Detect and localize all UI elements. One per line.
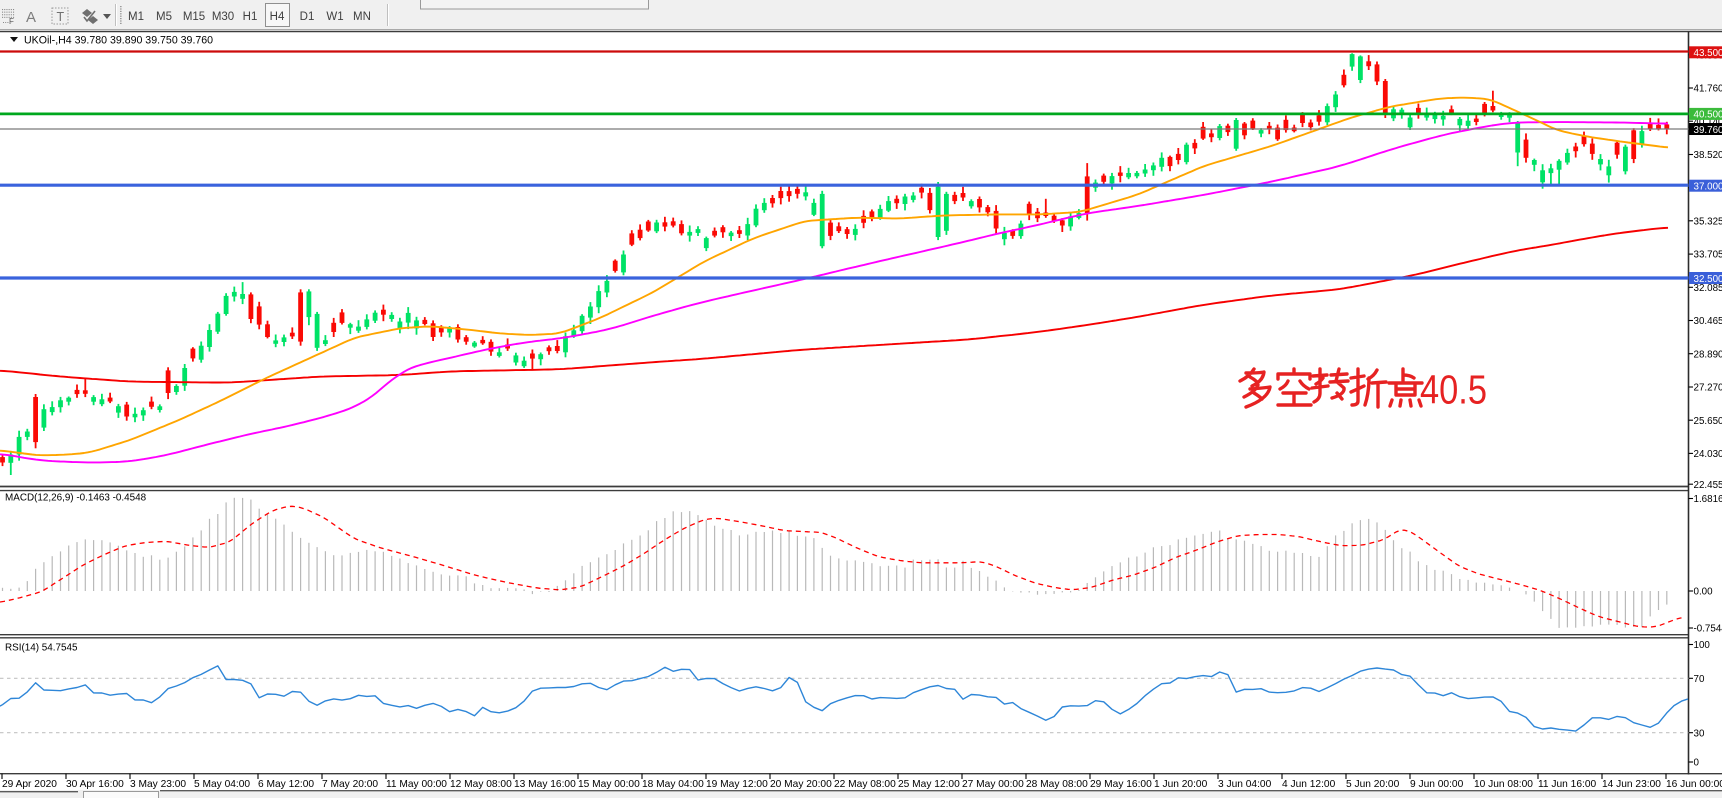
svg-text:19 May 12:00: 19 May 12:00 — [706, 779, 768, 790]
svg-text:30: 30 — [1694, 728, 1705, 739]
svg-text:25 May 12:00: 25 May 12:00 — [898, 779, 960, 790]
svg-text:M30: M30 — [212, 11, 234, 23]
svg-text:30 Apr 16:00: 30 Apr 16:00 — [66, 779, 124, 790]
svg-text:27 May 00:00: 27 May 00:00 — [962, 779, 1024, 790]
svg-text:100: 100 — [1694, 640, 1711, 651]
svg-text:M5: M5 — [156, 11, 172, 23]
svg-text:29 May 16:00: 29 May 16:00 — [1090, 779, 1152, 790]
svg-text:24.030: 24.030 — [1694, 449, 1722, 460]
svg-text:41.760: 41.760 — [1694, 84, 1722, 95]
svg-text:20 May 20:00: 20 May 20:00 — [770, 779, 832, 790]
svg-text:RSI(14) 54.7545: RSI(14) 54.7545 — [5, 643, 78, 654]
svg-text:W1: W1 — [326, 11, 343, 23]
svg-text:14 Jun 23:00: 14 Jun 23:00 — [1602, 779, 1661, 790]
svg-text:M1: M1 — [128, 11, 144, 23]
svg-text:12 May 08:00: 12 May 08:00 — [450, 779, 512, 790]
svg-text:70: 70 — [1694, 674, 1705, 685]
svg-text:6 May 12:00: 6 May 12:00 — [258, 779, 314, 790]
svg-text:28 May 08:00: 28 May 08:00 — [1026, 779, 1088, 790]
svg-text:1.6816: 1.6816 — [1694, 494, 1722, 505]
svg-text:1 Jun 20:00: 1 Jun 20:00 — [1154, 779, 1208, 790]
svg-text:32.085: 32.085 — [1694, 283, 1722, 294]
svg-text:H4: H4 — [270, 11, 285, 23]
svg-text:22.455: 22.455 — [1694, 480, 1722, 491]
svg-text:5 May 04:00: 5 May 04:00 — [194, 779, 250, 790]
svg-text:22 May 08:00: 22 May 08:00 — [834, 779, 896, 790]
svg-text:39.760: 39.760 — [1694, 125, 1722, 136]
svg-text:H1: H1 — [243, 11, 258, 23]
svg-text:16 Jun 00:00: 16 Jun 00:00 — [1666, 779, 1722, 790]
svg-text:9 Jun 00:00: 9 Jun 00:00 — [1410, 779, 1464, 790]
svg-text:18 May 04:00: 18 May 04:00 — [642, 779, 704, 790]
svg-text:13 May 16:00: 13 May 16:00 — [514, 779, 576, 790]
svg-text:7 May 20:00: 7 May 20:00 — [322, 779, 378, 790]
svg-text:-0.7544: -0.7544 — [1694, 624, 1722, 635]
svg-text:15 May 00:00: 15 May 00:00 — [578, 779, 640, 790]
svg-text:40.140: 40.140 — [1694, 117, 1722, 128]
svg-text:10 Jun 08:00: 10 Jun 08:00 — [1474, 779, 1533, 790]
svg-text:3 May 23:00: 3 May 23:00 — [130, 779, 186, 790]
svg-text:11 Jun 16:00: 11 Jun 16:00 — [1538, 779, 1596, 790]
svg-text:28.890: 28.890 — [1694, 349, 1722, 360]
svg-text:38.520: 38.520 — [1694, 150, 1722, 161]
svg-text:43.500: 43.500 — [1694, 48, 1722, 59]
svg-text:A: A — [26, 9, 36, 26]
svg-text:0.00: 0.00 — [1694, 587, 1714, 598]
svg-text:T: T — [57, 10, 65, 24]
svg-text:UKOil-,H4 39.780 39.890 39.75: UKOil-,H4 39.780 39.890 39.750 39.760 — [24, 35, 213, 47]
svg-text:29 Apr 2020: 29 Apr 2020 — [2, 779, 57, 790]
svg-text:40.500: 40.500 — [1694, 110, 1722, 121]
svg-text:4 Jun 12:00: 4 Jun 12:00 — [1282, 779, 1336, 790]
svg-text:MN: MN — [353, 11, 371, 23]
svg-text:5 Jun 20:00: 5 Jun 20:00 — [1346, 779, 1400, 790]
svg-text:33.705: 33.705 — [1694, 250, 1722, 261]
svg-text:37.000: 37.000 — [1694, 182, 1722, 193]
svg-text:11 May 00:00: 11 May 00:00 — [386, 779, 447, 790]
svg-text:32.500: 32.500 — [1694, 274, 1722, 285]
svg-text:F: F — [9, 17, 14, 26]
svg-text:0: 0 — [1694, 758, 1700, 769]
svg-text:3 Jun 04:00: 3 Jun 04:00 — [1218, 779, 1272, 790]
svg-text:30.465: 30.465 — [1694, 316, 1722, 327]
svg-text:D1: D1 — [300, 11, 315, 23]
svg-text:27.270: 27.270 — [1694, 383, 1722, 394]
svg-text:25.650: 25.650 — [1694, 416, 1722, 427]
svg-text:35.325: 35.325 — [1694, 216, 1722, 227]
svg-text:40.5: 40.5 — [1420, 367, 1487, 413]
svg-text:M15: M15 — [183, 11, 205, 23]
svg-text:MACD(12,26,9) -0.1463 -0.4548: MACD(12,26,9) -0.1463 -0.4548 — [5, 493, 147, 504]
